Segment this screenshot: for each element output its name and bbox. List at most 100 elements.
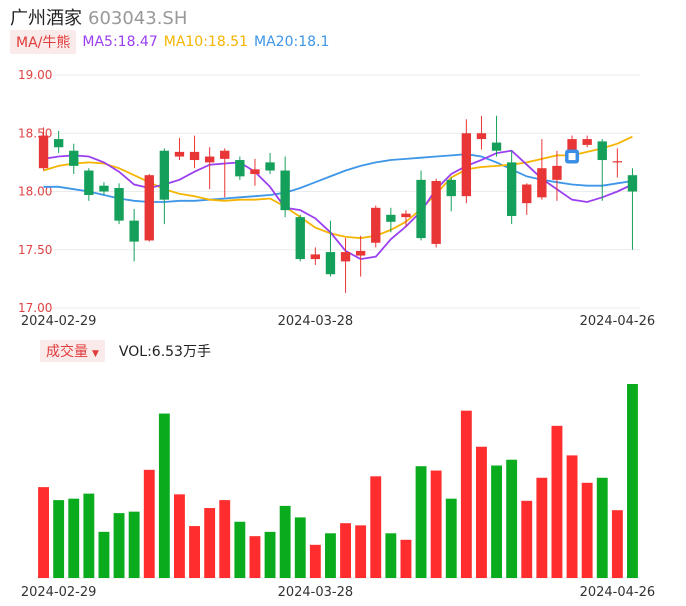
candlestick[interactable]	[325, 220, 336, 277]
candle-body	[401, 213, 411, 218]
date-tick-label: 2024-03-28	[278, 585, 354, 600]
candlestick[interactable]	[129, 208, 139, 262]
candlestick[interactable]	[204, 147, 215, 190]
candlestick[interactable]	[159, 148, 170, 225]
ma-indicator-selector[interactable]: MA/牛熊	[10, 30, 77, 54]
candlestick[interactable]	[280, 156, 290, 218]
candlestick[interactable]	[461, 119, 472, 204]
candle-body	[522, 184, 532, 204]
candlestick[interactable]	[371, 205, 381, 248]
volume-bar[interactable]	[189, 526, 200, 578]
candlestick[interactable]	[250, 158, 260, 186]
volume-bar[interactable]	[430, 470, 442, 578]
volume-bar[interactable]	[355, 525, 367, 578]
volume-bar[interactable]	[385, 533, 397, 578]
volume-bar[interactable]	[53, 500, 65, 578]
candlestick[interactable]	[597, 139, 607, 201]
volume-indicator-selector[interactable]: 成交量 ▼	[40, 340, 105, 362]
candle-body	[280, 170, 290, 211]
price-tick-label: 17.50	[18, 243, 52, 257]
volume-bar[interactable]	[249, 536, 261, 578]
candlestick[interactable]	[537, 139, 547, 200]
volume-bar[interactable]	[551, 425, 563, 578]
candlestick[interactable]	[114, 183, 124, 225]
volume-bar[interactable]	[38, 487, 49, 578]
volume-bar[interactable]	[174, 494, 185, 578]
candlestick[interactable]	[476, 115, 487, 150]
candlestick[interactable]	[431, 178, 441, 248]
candlestick[interactable]	[310, 247, 321, 265]
ma5-line	[43, 149, 633, 261]
volume-bar[interactable]	[264, 531, 276, 578]
candlestick[interactable]	[99, 182, 109, 195]
candlestick[interactable]	[552, 150, 562, 201]
candlestick[interactable]	[582, 135, 592, 148]
volume-bar[interactable]	[627, 384, 638, 578]
volume-bar[interactable]	[219, 500, 231, 578]
candlestick[interactable]	[386, 207, 396, 233]
candlestick[interactable]	[416, 170, 426, 241]
volume-bar[interactable]	[98, 531, 110, 578]
volume-bar[interactable]	[113, 513, 125, 578]
volume-bar[interactable]	[204, 508, 216, 578]
candle-body	[325, 252, 336, 275]
candle-body	[174, 151, 185, 157]
volume-bar[interactable]	[68, 498, 80, 578]
candlestick[interactable]	[265, 153, 275, 175]
volume-bar[interactable]	[83, 493, 95, 578]
volume-bar[interactable]	[581, 482, 593, 578]
volume-bar[interactable]	[596, 477, 608, 578]
volume-bar[interactable]	[491, 465, 502, 578]
candlestick[interactable]	[84, 168, 94, 201]
stock-name: 广州酒家	[10, 8, 82, 29]
candlestick[interactable]	[340, 238, 351, 293]
candle-body	[567, 139, 577, 159]
volume-bar[interactable]	[400, 539, 412, 578]
volume-indicator-label: 成交量	[46, 344, 88, 360]
volume-bar[interactable]	[128, 511, 140, 578]
volume-bar[interactable]	[521, 500, 533, 578]
candlestick[interactable]	[53, 130, 64, 154]
candle-body	[204, 156, 215, 163]
volume-bar[interactable]	[234, 521, 246, 578]
volume-bar[interactable]	[309, 544, 321, 578]
candlestick[interactable]	[627, 168, 638, 250]
candlestick[interactable]	[491, 115, 502, 157]
candlestick[interactable]	[189, 135, 200, 169]
candlestick[interactable]	[506, 150, 517, 225]
candle-body	[491, 142, 502, 151]
volume-bar[interactable]	[566, 455, 578, 578]
candlestick[interactable]	[69, 143, 79, 175]
volume-bar[interactable]	[279, 505, 291, 578]
candlestick[interactable]	[295, 214, 305, 262]
volume-bar[interactable]	[325, 533, 336, 578]
candlestick[interactable]	[401, 210, 411, 227]
volume-bar[interactable]	[611, 510, 623, 578]
volume-bar[interactable]	[536, 477, 548, 578]
volume-bar[interactable]	[340, 523, 351, 578]
volume-bar[interactable]	[294, 517, 306, 578]
ma5-label: MA5:18.47	[82, 34, 158, 50]
volume-bar[interactable]	[506, 459, 518, 578]
candlestick[interactable]	[355, 235, 366, 277]
volume-bar[interactable]	[158, 413, 170, 578]
volume-bar[interactable]	[143, 469, 155, 578]
candle-body	[129, 220, 139, 242]
candlesticks	[38, 115, 638, 293]
date-tick-label: 2024-04-26	[580, 585, 656, 600]
volume-bar[interactable]	[370, 476, 382, 578]
volume-bar[interactable]	[445, 498, 457, 578]
candlestick[interactable]	[38, 127, 49, 171]
volume-bar[interactable]	[460, 410, 472, 578]
candlestick[interactable]	[446, 177, 456, 212]
candlestick[interactable]	[612, 148, 623, 178]
candlestick[interactable]	[235, 156, 245, 180]
candlestick[interactable]	[144, 174, 154, 242]
candlestick[interactable]	[174, 137, 185, 161]
candlestick[interactable]	[522, 183, 532, 215]
volume-bar[interactable]	[476, 446, 487, 578]
candlestick[interactable]	[220, 148, 230, 198]
volume-bar[interactable]	[415, 466, 427, 578]
